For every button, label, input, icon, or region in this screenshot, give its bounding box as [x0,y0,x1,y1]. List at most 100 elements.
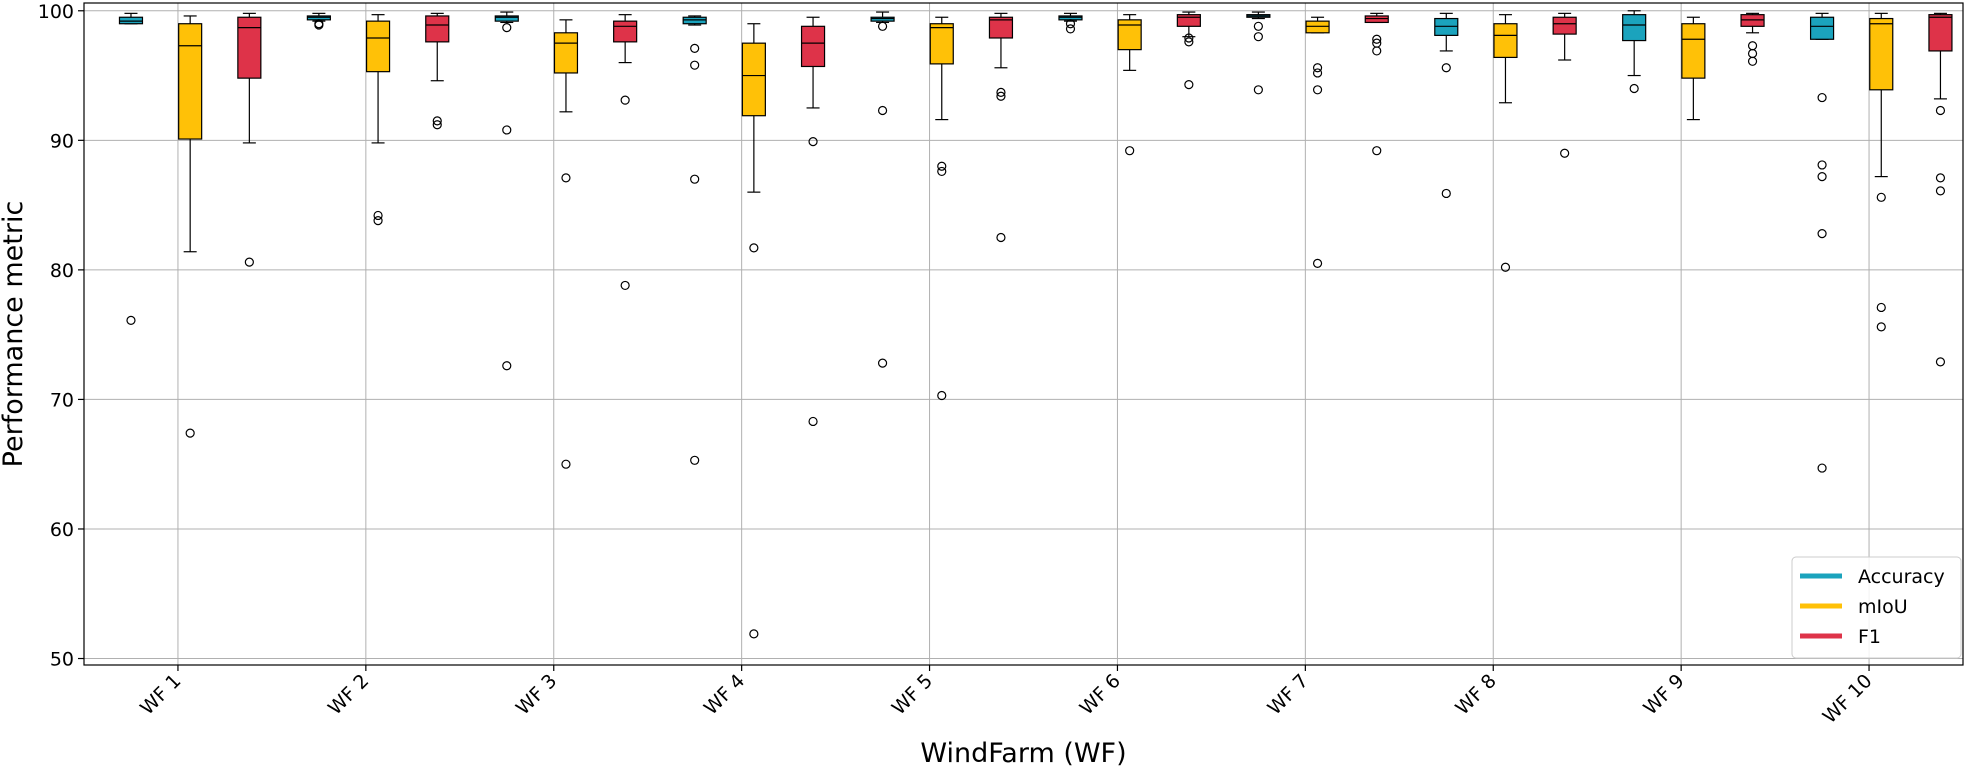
outlier-point [1253,32,1263,42]
outlier-point [937,161,947,171]
outlier-point [620,95,630,105]
box-f1-1 [237,12,262,267]
outlier-point [690,60,700,70]
outlier-point [996,91,1006,101]
outlier-point [1817,463,1827,473]
iqr-box [1928,14,1953,52]
outlier-point [1935,357,1946,367]
outlier-point [1312,63,1323,73]
box-miou-6 [1117,14,1142,156]
box-miou-3 [553,19,579,469]
box-f1-2 [425,12,450,130]
iqr-box [988,16,1014,39]
y-tick-label: 70 [50,389,74,411]
box-miou-9 [1681,16,1706,121]
box-miou-7 [1305,16,1330,268]
iqr-box [1493,23,1518,59]
outlier-point [432,120,442,130]
outlier-point [1935,186,1946,196]
outlier-point [373,216,383,226]
y-axis-title: Performance metric [0,201,29,468]
box-f1-6 [1176,11,1201,90]
iqr-box [1305,20,1330,34]
iqr-box [1117,19,1142,51]
iqr-box [425,15,450,43]
y-tick-label: 90 [50,130,74,152]
iqr-box [1364,15,1389,24]
box-miou-4 [741,23,766,639]
y-tick-label: 60 [50,519,74,541]
outlier-point [502,125,512,135]
box-f1-8 [1552,12,1577,158]
iqr-box [741,42,766,117]
outlier-point [1065,24,1076,34]
outlier-point [690,43,700,53]
iqr-box [365,20,391,73]
grid-layer [84,3,1963,665]
box-miou-10 [1869,12,1894,332]
box-accuracy-7 [1246,11,1271,95]
outlier-point [620,280,630,291]
outlier-point [877,105,888,116]
iqr-box [1622,14,1647,42]
outlier-point [690,174,700,184]
box-miou-1 [178,15,203,438]
box-f1-5 [988,12,1014,243]
legend-label-f1: F1 [1858,626,1881,648]
y-tick-label: 80 [50,260,74,282]
outlier-point [1372,34,1382,44]
outlier-point [126,315,136,325]
box-f1-9 [1740,12,1765,66]
box-accuracy-5 [870,11,895,368]
outlier-point [1817,92,1827,103]
legend-frame [1791,556,1962,659]
box-f1-4 [800,16,826,427]
outlier-point [808,416,818,427]
outlier-point [314,19,324,29]
outlier-point [1441,188,1451,199]
outlier-point [1876,192,1886,202]
box-f1-10 [1928,12,1953,367]
box-accuracy-2 [306,12,331,30]
iqr-box [178,23,203,140]
box-layer [118,10,1953,639]
plot-frame [83,2,1964,666]
outlier-point [1817,171,1827,182]
iqr-box [870,16,895,22]
box-accuracy-8 [1434,12,1459,199]
outlier-point [1065,19,1076,29]
outlier-point [1372,46,1382,56]
outlier-point [1629,83,1639,94]
outlier-point [1560,148,1570,158]
iqr-box [682,16,707,25]
iqr-box [1681,23,1706,79]
box-accuracy-6 [1058,12,1083,34]
outlier-point [937,166,947,177]
outlier-point [1253,21,1263,31]
iqr-box [1869,17,1894,91]
iqr-box [929,23,954,65]
box-accuracy-1 [118,12,144,325]
box-f1-3 [613,14,638,291]
outlier-point [1312,68,1323,78]
x-axis-title: WindFarm (WF) [920,738,1126,769]
outlier-point [1184,80,1194,90]
outlier-point [1312,258,1323,268]
outlier-point [808,137,818,147]
outlier-point [690,455,700,465]
box-accuracy-10 [1809,12,1835,473]
outlier-point [877,21,888,31]
box-f1-7 [1364,12,1389,156]
outlier-point [1184,33,1194,43]
iqr-box [800,25,826,68]
y-tick-label: 50 [50,649,74,671]
outlier-point [244,257,254,267]
outlier-point [561,173,571,183]
outlier-point [561,459,571,469]
box-miou-8 [1493,14,1518,272]
outlier-point [749,629,759,639]
iqr-box [118,16,144,25]
legend-label-miou: mIoU [1858,596,1908,618]
